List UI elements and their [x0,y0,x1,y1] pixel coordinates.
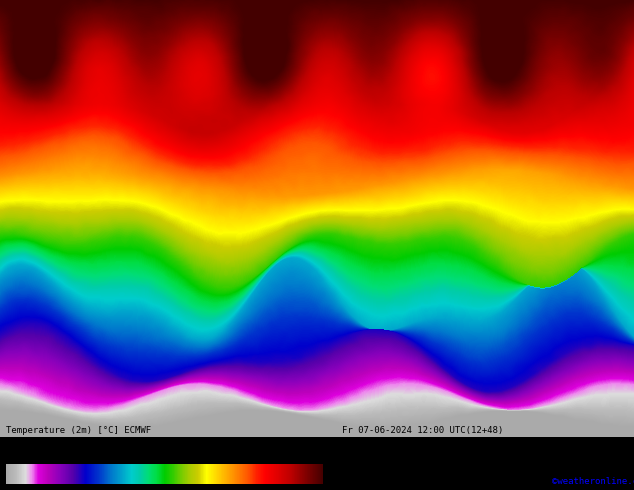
Text: Fr 07-06-2024 12:00 UTC(12+48): Fr 07-06-2024 12:00 UTC(12+48) [342,426,503,435]
Text: Temperature (2m) [°C] ECMWF: Temperature (2m) [°C] ECMWF [6,426,152,435]
Text: ©weatheronline.co.uk: ©weatheronline.co.uk [552,477,634,486]
